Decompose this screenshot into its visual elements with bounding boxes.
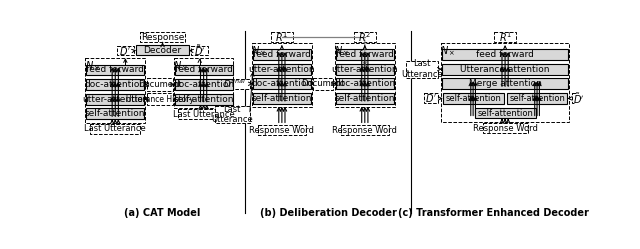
Text: doc-attention: doc-attention <box>334 79 396 88</box>
FancyBboxPatch shape <box>253 93 311 104</box>
Text: Last
Utterance: Last Utterance <box>211 105 253 124</box>
Text: $N_\times$: $N_\times$ <box>252 45 267 58</box>
FancyBboxPatch shape <box>441 43 569 122</box>
Text: Last Utterance: Last Utterance <box>84 124 146 133</box>
Text: $\tilde{D}'$: $\tilde{D}'$ <box>194 43 205 58</box>
FancyBboxPatch shape <box>258 125 306 135</box>
FancyBboxPatch shape <box>340 125 389 135</box>
FancyBboxPatch shape <box>174 58 234 108</box>
Text: Response Word: Response Word <box>332 126 397 135</box>
Text: $D'$: $D'$ <box>119 45 131 57</box>
FancyBboxPatch shape <box>336 93 394 104</box>
FancyBboxPatch shape <box>507 93 568 104</box>
FancyBboxPatch shape <box>147 78 173 91</box>
Text: $R^1$: $R^1$ <box>499 30 511 44</box>
Text: Merge attention: Merge attention <box>468 79 541 88</box>
Text: feed forward: feed forward <box>175 65 232 74</box>
FancyBboxPatch shape <box>117 46 134 55</box>
FancyBboxPatch shape <box>336 49 394 60</box>
Text: Response: Response <box>141 33 184 42</box>
Text: $N_\times$: $N_\times$ <box>440 45 456 58</box>
Text: $\tilde{D}'$: $\tilde{D}'$ <box>573 91 585 106</box>
Text: (b) Deliberation Decoder: (b) Deliberation Decoder <box>260 208 396 218</box>
Text: $D^{final}$: $D^{final}$ <box>223 78 246 90</box>
FancyBboxPatch shape <box>336 78 394 89</box>
Text: $R^2$: $R^2$ <box>358 30 371 44</box>
Text: self-attention: self-attention <box>252 94 312 103</box>
Text: $N_\times$: $N_\times$ <box>84 60 100 73</box>
Text: self-attention: self-attention <box>477 109 533 118</box>
Text: Last Utterance: Last Utterance <box>173 110 234 119</box>
FancyBboxPatch shape <box>271 32 292 42</box>
Text: utter-attention: utter-attention <box>332 65 398 74</box>
FancyBboxPatch shape <box>253 64 311 74</box>
FancyBboxPatch shape <box>147 93 173 105</box>
Text: self-attention: self-attention <box>173 95 234 104</box>
Text: feed forward: feed forward <box>476 50 534 59</box>
Text: $N_\times$: $N_\times$ <box>173 60 188 73</box>
FancyBboxPatch shape <box>494 32 516 42</box>
Text: Utterance attention: Utterance attention <box>460 65 550 74</box>
Text: doc-attention: doc-attention <box>84 80 146 89</box>
Text: self-attention: self-attention <box>445 94 501 103</box>
FancyBboxPatch shape <box>253 78 311 89</box>
FancyBboxPatch shape <box>442 78 568 89</box>
FancyBboxPatch shape <box>335 43 395 107</box>
FancyBboxPatch shape <box>175 64 233 75</box>
FancyBboxPatch shape <box>336 64 394 74</box>
FancyBboxPatch shape <box>424 93 438 103</box>
Text: $R^1$: $R^1$ <box>275 30 289 44</box>
FancyBboxPatch shape <box>313 78 333 90</box>
FancyBboxPatch shape <box>354 32 376 42</box>
Text: (c) Transformer Enhanced Decoder: (c) Transformer Enhanced Decoder <box>398 208 589 218</box>
FancyBboxPatch shape <box>442 49 568 60</box>
Text: feed forward: feed forward <box>336 50 394 59</box>
FancyBboxPatch shape <box>86 64 145 75</box>
Text: self-attention: self-attention <box>335 94 395 103</box>
Text: (a) CAT Model: (a) CAT Model <box>124 208 201 218</box>
Text: Response Word: Response Word <box>473 124 538 132</box>
Text: Decoder: Decoder <box>143 46 182 55</box>
FancyBboxPatch shape <box>136 45 189 55</box>
FancyBboxPatch shape <box>191 46 208 55</box>
FancyBboxPatch shape <box>475 108 536 119</box>
FancyBboxPatch shape <box>406 61 438 78</box>
FancyBboxPatch shape <box>220 79 250 89</box>
FancyBboxPatch shape <box>442 64 568 74</box>
Text: feed forward: feed forward <box>86 65 144 74</box>
Text: Utterance History: Utterance History <box>126 95 194 104</box>
Text: self-attention: self-attention <box>85 109 145 118</box>
Text: utter-attention: utter-attention <box>248 65 316 74</box>
FancyBboxPatch shape <box>85 58 145 123</box>
Text: doc-attention: doc-attention <box>173 80 234 89</box>
FancyBboxPatch shape <box>86 108 145 119</box>
FancyBboxPatch shape <box>252 43 312 107</box>
Text: doc-attention: doc-attention <box>252 79 312 88</box>
Text: Response Word: Response Word <box>250 126 314 135</box>
FancyBboxPatch shape <box>86 94 145 105</box>
Text: self-attention: self-attention <box>509 94 565 103</box>
FancyBboxPatch shape <box>86 79 145 90</box>
FancyBboxPatch shape <box>140 32 185 42</box>
FancyBboxPatch shape <box>253 49 311 60</box>
FancyBboxPatch shape <box>179 109 229 119</box>
FancyBboxPatch shape <box>215 106 250 123</box>
FancyBboxPatch shape <box>572 93 586 103</box>
Text: $N_\times$: $N_\times$ <box>334 45 349 58</box>
Text: utter-attention: utter-attention <box>82 95 148 104</box>
FancyBboxPatch shape <box>483 123 527 133</box>
FancyBboxPatch shape <box>175 94 233 105</box>
Text: Document: Document <box>138 80 182 89</box>
Text: Last
Utterance: Last Utterance <box>401 60 443 79</box>
Text: Document: Document <box>301 79 345 88</box>
Text: $D'$: $D'$ <box>425 92 437 104</box>
Text: feed forward: feed forward <box>253 50 311 59</box>
FancyBboxPatch shape <box>443 93 504 104</box>
FancyBboxPatch shape <box>90 124 140 134</box>
FancyBboxPatch shape <box>175 79 233 90</box>
